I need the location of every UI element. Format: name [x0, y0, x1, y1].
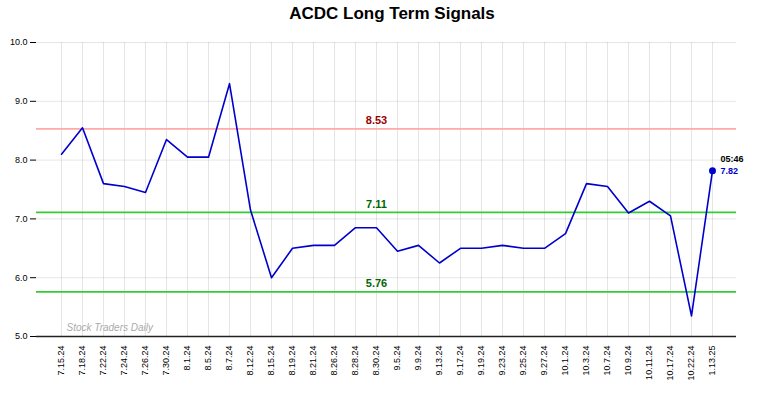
svg-text:10.7.24: 10.7.24	[602, 346, 612, 376]
svg-text:9.27.24: 9.27.24	[539, 346, 549, 376]
svg-text:9.13.24: 9.13.24	[434, 346, 444, 376]
svg-text:9.5.24: 9.5.24	[392, 346, 402, 371]
svg-text:8.1.24: 8.1.24	[182, 346, 192, 371]
svg-text:7.0: 7.0	[15, 214, 28, 224]
svg-text:Stock Traders Daily: Stock Traders Daily	[67, 322, 155, 333]
svg-text:7.26.24: 7.26.24	[140, 346, 150, 376]
svg-text:9.19.24: 9.19.24	[476, 346, 486, 376]
svg-text:9.9.24: 9.9.24	[413, 346, 423, 371]
svg-text:7.30.24: 7.30.24	[161, 346, 171, 376]
svg-text:8.19.24: 8.19.24	[287, 346, 297, 376]
svg-text:8.7.24: 8.7.24	[224, 346, 234, 371]
svg-text:8.26.24: 8.26.24	[329, 346, 339, 376]
svg-text:7.82: 7.82	[721, 166, 739, 176]
svg-text:8.21.24: 8.21.24	[308, 346, 318, 376]
svg-text:8.12.24: 8.12.24	[245, 346, 255, 376]
svg-text:10.1.24: 10.1.24	[560, 346, 570, 376]
svg-text:7.18.24: 7.18.24	[77, 346, 87, 376]
svg-text:8.0: 8.0	[15, 155, 28, 165]
svg-text:10.9.24: 10.9.24	[623, 346, 633, 376]
svg-text:8.30.24: 8.30.24	[371, 346, 381, 376]
svg-text:10.0: 10.0	[10, 37, 28, 47]
svg-text:9.23.24: 9.23.24	[497, 346, 507, 376]
svg-text:8.5.24: 8.5.24	[203, 346, 213, 371]
svg-text:10.22.24: 10.22.24	[686, 346, 696, 381]
svg-text:8.28.24: 8.28.24	[350, 346, 360, 376]
svg-text:10.3.24: 10.3.24	[581, 346, 591, 376]
html-text:ACDC Long Term Signals: ACDC Long Term Signals	[289, 4, 495, 23]
svg-text:8.53: 8.53	[366, 114, 387, 126]
svg-text:9.0: 9.0	[15, 96, 28, 106]
svg-text:8.15.24: 8.15.24	[266, 346, 276, 376]
svg-text:7.22.24: 7.22.24	[98, 346, 108, 376]
svg-text:7.15.24: 7.15.24	[56, 346, 66, 376]
svg-text:5.0: 5.0	[15, 331, 28, 341]
svg-text:7.24.24: 7.24.24	[119, 346, 129, 376]
svg-text:6.0: 6.0	[15, 273, 28, 283]
svg-text:9.25.24: 9.25.24	[518, 346, 528, 376]
svg-text:05:46: 05:46	[721, 154, 744, 164]
svg-text:5.76: 5.76	[366, 277, 387, 289]
svg-text:1.13.25: 1.13.25	[707, 346, 717, 376]
svg-text:9.17.24: 9.17.24	[455, 346, 465, 376]
svg-text:7.11: 7.11	[366, 198, 387, 210]
svg-text:10.17.24: 10.17.24	[665, 346, 675, 381]
svg-text:10.11.24: 10.11.24	[644, 346, 654, 380]
